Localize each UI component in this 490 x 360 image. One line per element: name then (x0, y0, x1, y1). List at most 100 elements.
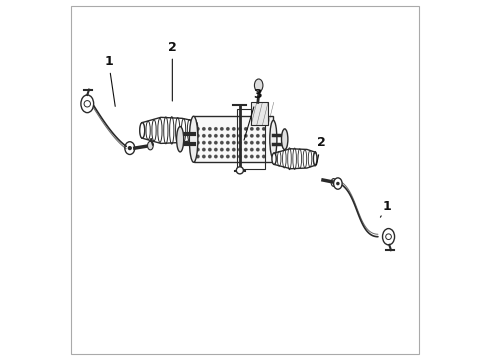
Circle shape (226, 155, 229, 158)
Circle shape (220, 128, 223, 130)
Circle shape (263, 141, 265, 144)
Circle shape (209, 135, 211, 137)
Circle shape (239, 128, 241, 130)
Circle shape (226, 141, 229, 144)
Circle shape (202, 148, 205, 151)
Circle shape (202, 135, 205, 137)
Circle shape (233, 141, 235, 144)
Ellipse shape (254, 79, 263, 92)
Ellipse shape (303, 150, 307, 168)
Ellipse shape (282, 129, 288, 150)
Ellipse shape (128, 146, 132, 150)
Circle shape (202, 155, 205, 158)
Ellipse shape (81, 95, 94, 113)
Ellipse shape (158, 118, 162, 143)
Circle shape (209, 141, 211, 144)
Circle shape (245, 141, 247, 144)
Circle shape (226, 135, 229, 137)
Ellipse shape (334, 178, 342, 189)
Circle shape (202, 128, 205, 130)
Circle shape (250, 155, 253, 158)
Ellipse shape (336, 182, 340, 185)
Circle shape (263, 155, 265, 158)
Text: 1: 1 (104, 55, 115, 106)
Circle shape (196, 128, 199, 130)
Ellipse shape (125, 142, 135, 154)
Ellipse shape (314, 153, 317, 165)
Circle shape (239, 148, 241, 151)
Circle shape (257, 141, 259, 144)
Ellipse shape (170, 117, 174, 144)
Circle shape (196, 155, 199, 158)
Circle shape (220, 155, 223, 158)
Circle shape (257, 148, 259, 151)
Ellipse shape (193, 121, 198, 140)
Circle shape (215, 128, 217, 130)
Bar (238, 109, 266, 169)
Ellipse shape (383, 229, 394, 245)
Circle shape (263, 135, 265, 137)
Ellipse shape (146, 121, 150, 140)
Circle shape (245, 135, 247, 137)
Circle shape (220, 141, 223, 144)
Bar (194, 116, 273, 162)
Circle shape (250, 128, 253, 130)
Circle shape (220, 135, 223, 137)
Circle shape (196, 148, 199, 151)
Text: 2: 2 (168, 41, 177, 101)
Circle shape (245, 128, 247, 130)
Circle shape (263, 128, 265, 130)
Circle shape (202, 141, 205, 144)
Circle shape (196, 141, 199, 144)
Ellipse shape (140, 123, 145, 138)
Text: 2: 2 (317, 136, 325, 165)
Circle shape (245, 155, 247, 158)
Circle shape (196, 135, 199, 137)
Ellipse shape (298, 149, 301, 168)
Circle shape (209, 155, 211, 158)
Ellipse shape (283, 149, 286, 168)
Ellipse shape (175, 118, 180, 143)
Ellipse shape (147, 141, 153, 150)
Bar (251, 102, 268, 125)
Ellipse shape (270, 120, 277, 158)
Circle shape (220, 148, 223, 151)
Ellipse shape (193, 121, 197, 140)
Ellipse shape (187, 120, 192, 141)
Ellipse shape (314, 151, 317, 166)
Ellipse shape (386, 234, 392, 239)
Ellipse shape (272, 153, 276, 165)
Circle shape (215, 141, 217, 144)
Ellipse shape (277, 151, 281, 166)
Circle shape (250, 135, 253, 137)
Ellipse shape (140, 123, 145, 138)
Text: 3: 3 (244, 89, 262, 140)
Circle shape (215, 135, 217, 137)
Text: 1: 1 (380, 200, 391, 217)
Circle shape (239, 135, 241, 137)
Ellipse shape (236, 167, 244, 174)
Ellipse shape (181, 118, 186, 142)
Circle shape (233, 148, 235, 151)
Ellipse shape (152, 120, 156, 141)
Ellipse shape (288, 148, 291, 170)
Circle shape (209, 148, 211, 151)
Ellipse shape (272, 153, 276, 165)
Ellipse shape (176, 127, 184, 152)
Circle shape (239, 155, 241, 158)
Ellipse shape (84, 100, 91, 107)
Circle shape (250, 141, 253, 144)
Ellipse shape (189, 116, 198, 162)
Circle shape (215, 148, 217, 151)
Ellipse shape (331, 179, 336, 186)
Circle shape (257, 155, 259, 158)
Circle shape (245, 148, 247, 151)
Circle shape (257, 128, 259, 130)
Circle shape (226, 148, 229, 151)
Ellipse shape (308, 150, 312, 167)
Circle shape (233, 128, 235, 130)
Circle shape (239, 141, 241, 144)
Ellipse shape (293, 148, 296, 170)
Circle shape (250, 148, 253, 151)
Circle shape (263, 148, 265, 151)
